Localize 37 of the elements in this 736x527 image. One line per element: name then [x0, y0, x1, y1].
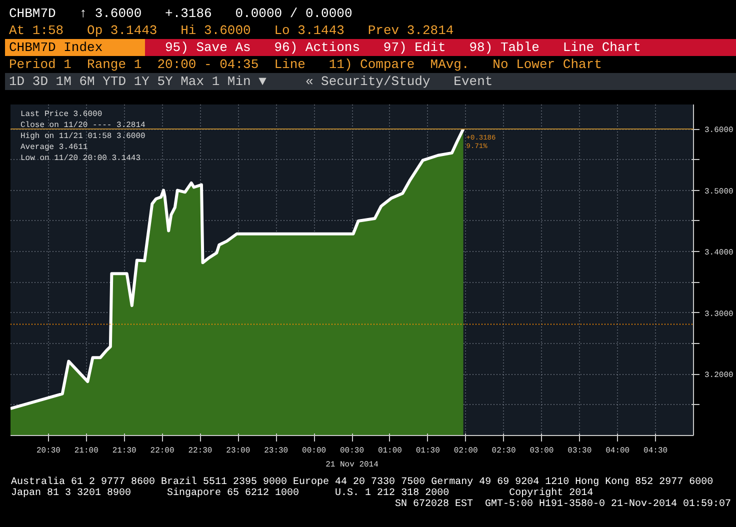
x-tick-label: 00:30: [340, 446, 364, 456]
x-tick-label: 01:00: [378, 446, 402, 456]
x-axis-title: 21 Nov 2014: [326, 460, 379, 470]
text: CHBM7D ↑ 3.6000 +.3186 0.0000 / 0.0000: [8, 5, 354, 22]
chart-title: CHBM7D Index: [5, 39, 145, 56]
x-tick-label: 04:00: [606, 446, 630, 456]
text: SN 672028 EST GMT-5:00 H191-3580-0 21-Nov-2014 01:59:07: [394, 499, 731, 510]
y-tick-label: 3.4000: [704, 248, 734, 258]
text: 95) Save As 96) Actions 97) Edit 98) Table Line Chart: [164, 40, 641, 55]
annotation: Average 3.4611: [20, 143, 88, 152]
x-tick-label: 02:00: [454, 446, 478, 456]
annotation: Low on 11/20 20:00 3.1443: [20, 154, 141, 163]
text: Period 1 Range 1 20:00 - 04:35 Line 11) Compare MAvg. No Lower Chart: [8, 56, 603, 73]
x-tick-label: 04:30: [644, 446, 668, 456]
text: Australia 61 2 9777 8600 Brazil 5511 2395 9000 Europe 44 20 7330 7500 Germany 49 69 9204 1210 Hong Kong 852 2977 6000: [11, 477, 714, 488]
x-tick-label: 01:30: [416, 446, 440, 456]
x-tick-label: 03:00: [530, 446, 554, 456]
x-tick-label: 02:30: [492, 446, 516, 456]
x-tick-label: 03:30: [568, 446, 592, 456]
x-tick-label: 20:30: [36, 446, 61, 456]
annotation: Close on 11/20 ---- 3.2814: [20, 121, 146, 130]
text: Japan 81 3 3201 8900 Singapore 65 6212 1000 U.S. 1 212 318 2000 Copyright 2014: [11, 488, 594, 499]
x-tick-label: 00:00: [302, 446, 326, 456]
y-tick-label: 3.6000: [704, 126, 734, 136]
x-tick-label: 21:30: [112, 446, 137, 456]
y-tick-label: 3.5000: [704, 187, 734, 196]
x-tick-label: 22:00: [150, 446, 174, 456]
x-tick-label: 23:30: [264, 446, 288, 456]
x-tick-label: 23:00: [226, 446, 250, 456]
y-tick-label: 3.2000: [704, 371, 734, 380]
text: At 1:58 Op 3.1443 Hi 3.6000 Lo 3.1443 Prev 3.2814: [8, 22, 455, 39]
annotation: Last Price 3.6000: [20, 110, 102, 119]
x-tick-label: 22:30: [188, 446, 212, 456]
annotation: High on 11/21 01:58 3.6000: [20, 132, 146, 141]
y-tick-label: 3.3000: [704, 310, 734, 319]
text: 1D 3D 1M 6M YTD 1Y 5Y Max 1 Min ▼ « Security/Study Event: [5, 73, 736, 90]
x-tick-label: 21:00: [74, 446, 99, 456]
